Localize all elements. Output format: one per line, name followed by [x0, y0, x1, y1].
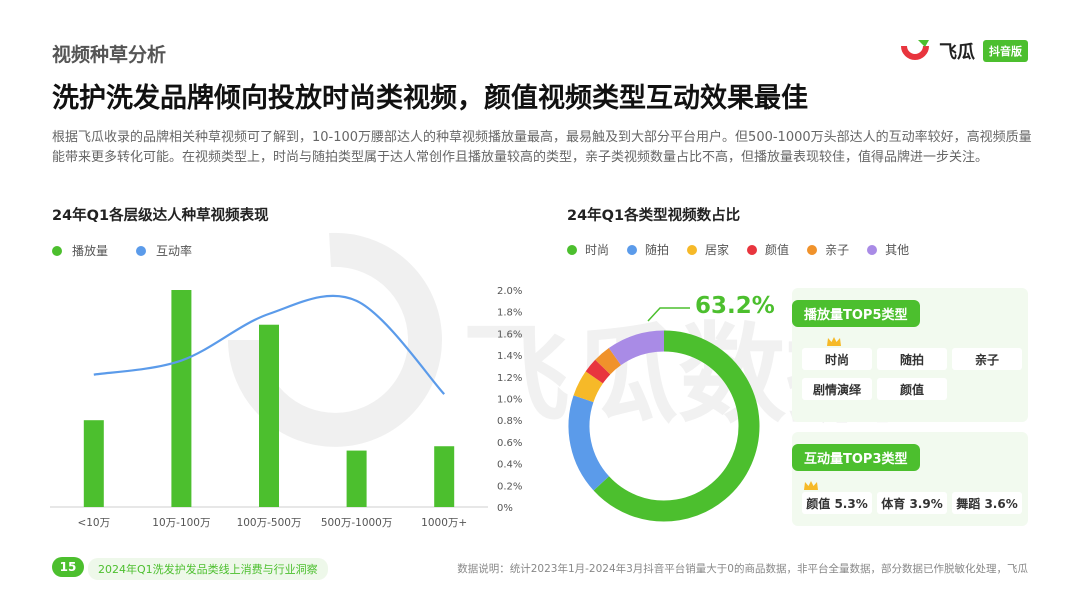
y2-tick-label: 2.0% — [497, 286, 522, 297]
y2-tick-label: 1.2% — [497, 373, 522, 384]
legend-item: 随拍 — [627, 241, 669, 258]
legend-label: 随拍 — [645, 243, 670, 257]
legend-item-plays: 播放量 — [52, 242, 108, 259]
y2-tick-label: 1.8% — [497, 308, 522, 319]
section-label: 视频种草分析 — [52, 44, 167, 66]
description: 根据飞瓜收录的品牌相关种草视频可了解到，10-100万腰部达人的种草视频播放量最… — [52, 130, 1032, 165]
feigua-logo-icon — [901, 40, 929, 60]
legend-label: 亲子 — [825, 243, 850, 257]
legend-item: 时尚 — [567, 241, 609, 258]
legend-item-interaction: 互动率 — [136, 242, 192, 259]
legend-dot — [52, 245, 62, 256]
legend-item: 其他 — [867, 241, 909, 258]
donut-slice — [573, 371, 604, 403]
bar — [259, 324, 279, 507]
chart1-title: 24年Q1各层级达人种草视频表现 — [52, 208, 269, 224]
donut-slice — [593, 330, 760, 522]
donut-slice — [595, 348, 622, 375]
top3-tag: 体育 3.9% — [877, 492, 947, 514]
logo-badge: 抖音版 — [983, 40, 1028, 62]
donut-callout-label: 63.2% — [695, 293, 775, 319]
top5-title: 播放量TOP5类型 — [792, 300, 920, 327]
logo: 飞瓜 抖音版 — [899, 38, 1028, 64]
legend-dot — [627, 244, 638, 255]
bar — [171, 290, 192, 507]
top5-tag: 亲子 — [952, 348, 1022, 370]
top5-tag: 时尚 — [802, 348, 872, 370]
legend-dot — [567, 244, 577, 255]
crown-icon — [804, 481, 818, 490]
data-note: 数据说明：统计2023年1月-2024年3月抖音平台销量大于0的商品数据，非平台… — [457, 563, 1028, 575]
donut-slice — [568, 395, 610, 491]
callout-line — [647, 307, 690, 322]
crown-icon — [827, 337, 841, 346]
legend-item: 居家 — [687, 241, 729, 258]
x-tick-label: <10万 — [77, 517, 110, 529]
y2-tick-label: 0% — [497, 503, 513, 514]
page-number: 15 — [52, 557, 84, 577]
x-tick-label: 1000万+ — [421, 517, 467, 529]
bar — [434, 446, 455, 507]
report-title: 2024年Q1洗发护发品类线上消费与行业洞察 — [88, 558, 328, 580]
legend-dot — [747, 244, 758, 255]
bar — [346, 450, 367, 507]
chart2-legend: 时尚 随拍 居家 颜值 亲子 其他 — [567, 241, 927, 258]
chart1-legend: 播放量 互动率 — [52, 242, 220, 259]
top5-tag: 颜值 — [877, 378, 947, 400]
x-tick-label: 100万-500万 — [237, 517, 302, 529]
y2-tick-label: 1.4% — [497, 351, 522, 362]
legend-dot — [867, 244, 878, 255]
y2-tick-label: 0.4% — [497, 460, 522, 471]
top3-title: 互动量TOP3类型 — [792, 444, 920, 471]
y2-tick-label: 0.8% — [497, 416, 522, 427]
donut-slice — [585, 359, 611, 384]
y2-tick-label: 0.6% — [497, 438, 522, 449]
logo-name: 飞瓜 — [939, 42, 975, 63]
legend-dot — [687, 244, 698, 255]
chart2-title: 24年Q1各类型视频数占比 — [567, 208, 741, 224]
x-tick-label: 500万-1000万 — [321, 517, 393, 529]
donut-slice — [608, 330, 665, 366]
top3-tag: 颜值 5.3% — [802, 492, 872, 514]
legend-item: 颜值 — [747, 241, 789, 258]
legend-label: 播放量 — [72, 244, 109, 258]
top5-tag: 剧情演绎 — [802, 378, 872, 400]
headline: 洗护洗发品牌倾向投放时尚类视频，颜值视频类型互动效果最佳 — [52, 83, 808, 114]
legend-label: 互动率 — [156, 244, 193, 258]
y2-tick-label: 1.0% — [497, 395, 522, 406]
legend-label: 其他 — [885, 243, 910, 257]
y2-tick-label: 0.2% — [497, 481, 522, 492]
x-tick-label: 10万-100万 — [152, 517, 210, 529]
legend-dot — [136, 245, 147, 256]
legend-dot — [807, 244, 818, 255]
top5-tag: 随拍 — [877, 348, 947, 370]
top3-panel: 互动量TOP3类型 颜值 5.3% 体育 3.9% 舞蹈 3.6% — [792, 432, 1028, 526]
legend-label: 时尚 — [585, 243, 610, 257]
legend-label: 颜值 — [765, 243, 790, 257]
legend-label: 居家 — [705, 243, 730, 257]
top5-panel: 播放量TOP5类型 时尚 随拍 亲子 剧情演绎 颜值 — [792, 288, 1028, 422]
legend-item: 亲子 — [807, 241, 849, 258]
top3-tag: 舞蹈 3.6% — [952, 492, 1022, 514]
bar — [83, 420, 104, 507]
interaction-rate-line — [93, 294, 446, 395]
y2-tick-label: 1.6% — [497, 329, 522, 340]
